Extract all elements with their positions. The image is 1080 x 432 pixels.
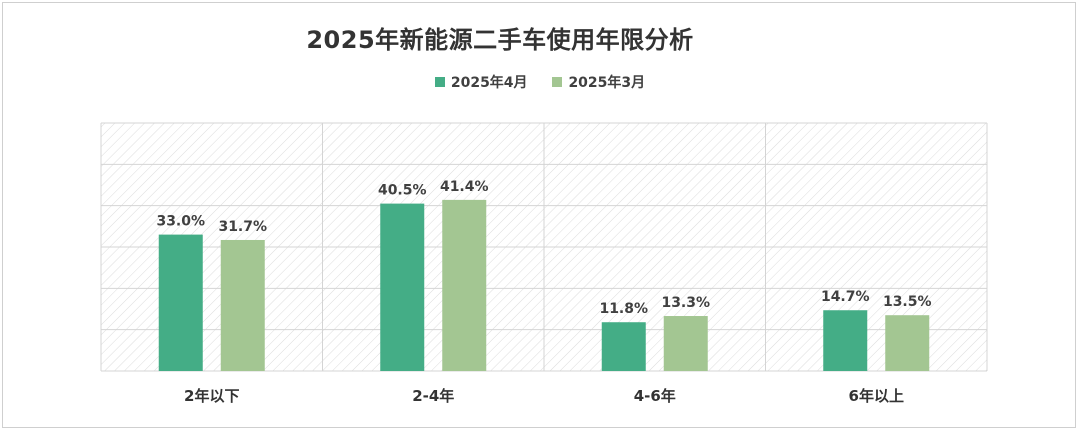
- legend: 2025年4月 2025年3月: [0, 72, 1080, 92]
- data-label-1-2: 40.5%: [378, 183, 427, 199]
- data-label-2-1: 31.7%: [218, 219, 267, 235]
- data-label-1-1: 33.0%: [156, 214, 205, 230]
- bar-1-3: [601, 322, 646, 371]
- chart-title: 2025年新能源二手车使用年限分析: [306, 26, 694, 54]
- data-label-1-4: 14.7%: [821, 289, 870, 305]
- x-axis-labels: 2年以下 2-4年 4-6年 6年以上: [184, 387, 904, 405]
- data-label-2-4: 13.5%: [883, 294, 932, 310]
- legend-label-series-1: 2025年4月: [450, 75, 528, 91]
- bar-1-4: [823, 310, 868, 371]
- bar-2-4: [885, 315, 930, 371]
- x-tick-label-4: 6年以上: [849, 387, 904, 405]
- bar-2-2: [442, 199, 487, 371]
- x-tick-label-1: 2年以下: [184, 387, 239, 405]
- bar-1-1: [158, 234, 203, 371]
- bar-2-1: [220, 239, 265, 371]
- x-tick-label-2: 2-4年: [412, 387, 454, 405]
- legend-label-series-2: 2025年3月: [568, 75, 646, 91]
- data-label-2-3: 13.3%: [661, 295, 710, 311]
- legend-item-series-2: 2025年3月: [552, 72, 645, 92]
- legend-swatch-series-2: [552, 77, 563, 87]
- x-tick-label-3: 4-6年: [634, 387, 676, 405]
- data-label-2-2: 41.4%: [440, 179, 489, 195]
- data-labels: 33.0% 31.7% 40.5% 41.4% 11.8% 13.3% 14.7% 13.5%: [156, 179, 931, 317]
- bars: [158, 199, 930, 371]
- legend-item-series-1: 2025年4月: [434, 72, 528, 92]
- legend-swatch-series-1: [434, 77, 445, 87]
- bar-1-2: [380, 203, 425, 371]
- data-label-1-3: 11.8%: [599, 301, 648, 317]
- bar-2-3: [663, 316, 708, 371]
